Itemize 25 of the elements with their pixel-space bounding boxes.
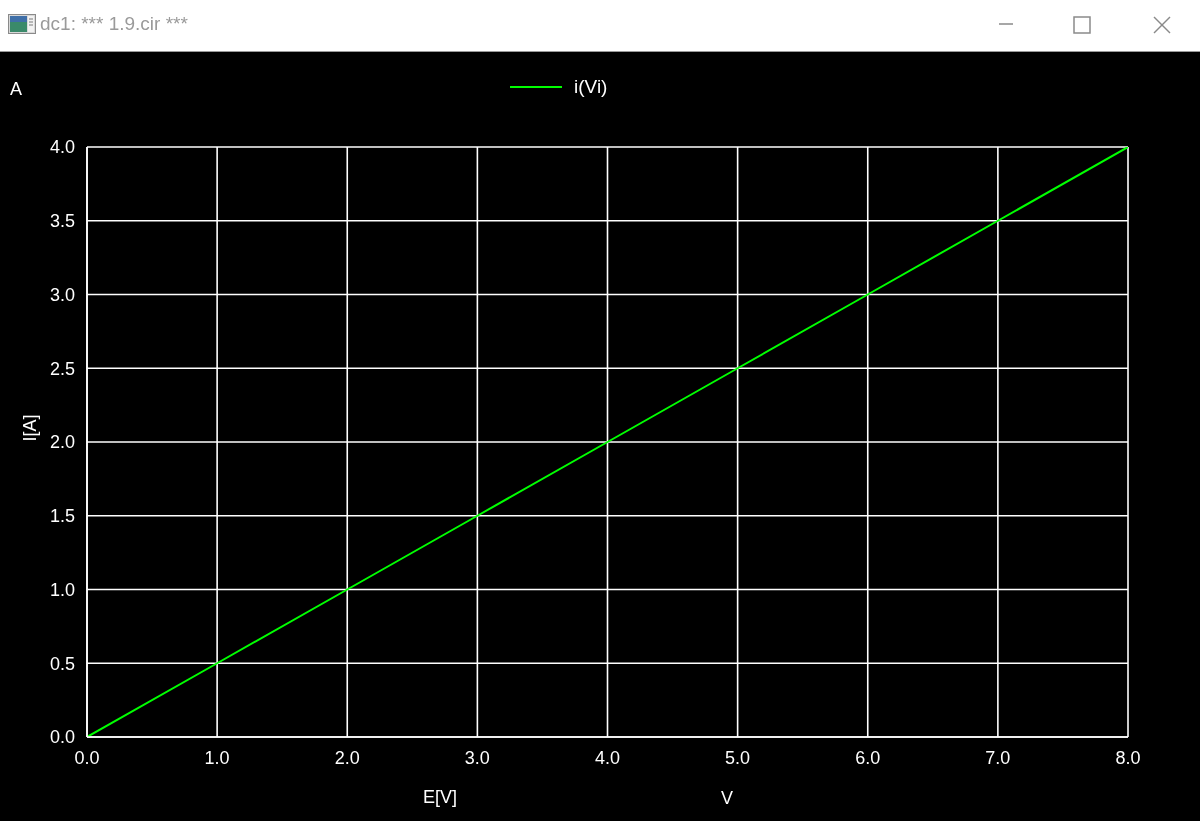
y-tick-label: 2.5 xyxy=(49,358,75,379)
y-tick-label: 3.0 xyxy=(49,284,75,305)
x-tick-label: 0.0 xyxy=(74,747,100,768)
y-tick-label: 3.5 xyxy=(49,211,75,232)
x-tick-label: 1.0 xyxy=(204,747,230,768)
x-tick-label: 2.0 xyxy=(334,747,360,768)
y-tick-label: 2.0 xyxy=(49,432,75,453)
x-tick-label: 8.0 xyxy=(1115,747,1141,768)
x-tick-label: 3.0 xyxy=(464,747,490,768)
x-tick-label: 6.0 xyxy=(855,747,881,768)
y-tick-label: 1.0 xyxy=(49,579,75,600)
x-tick-label: 5.0 xyxy=(725,747,751,768)
y-tick-label: 1.5 xyxy=(49,506,75,527)
line-series xyxy=(87,147,1128,737)
y-tick-label: 0.5 xyxy=(49,653,75,674)
text: V xyxy=(720,788,734,808)
y-tick-label: 4.0 xyxy=(49,137,75,158)
text: A xyxy=(10,79,23,99)
chart-title: dc1: *** 1.9.cir *** xyxy=(40,13,188,35)
legend-label: i(Vi) xyxy=(574,76,608,98)
x-tick-label: 7.0 xyxy=(985,747,1011,768)
y-tick-label: 0.0 xyxy=(49,727,75,748)
x-axis-title: E[V] xyxy=(422,787,458,807)
x-tick-label: 4.0 xyxy=(594,747,621,768)
y-axis-title: I[A] xyxy=(20,414,40,442)
